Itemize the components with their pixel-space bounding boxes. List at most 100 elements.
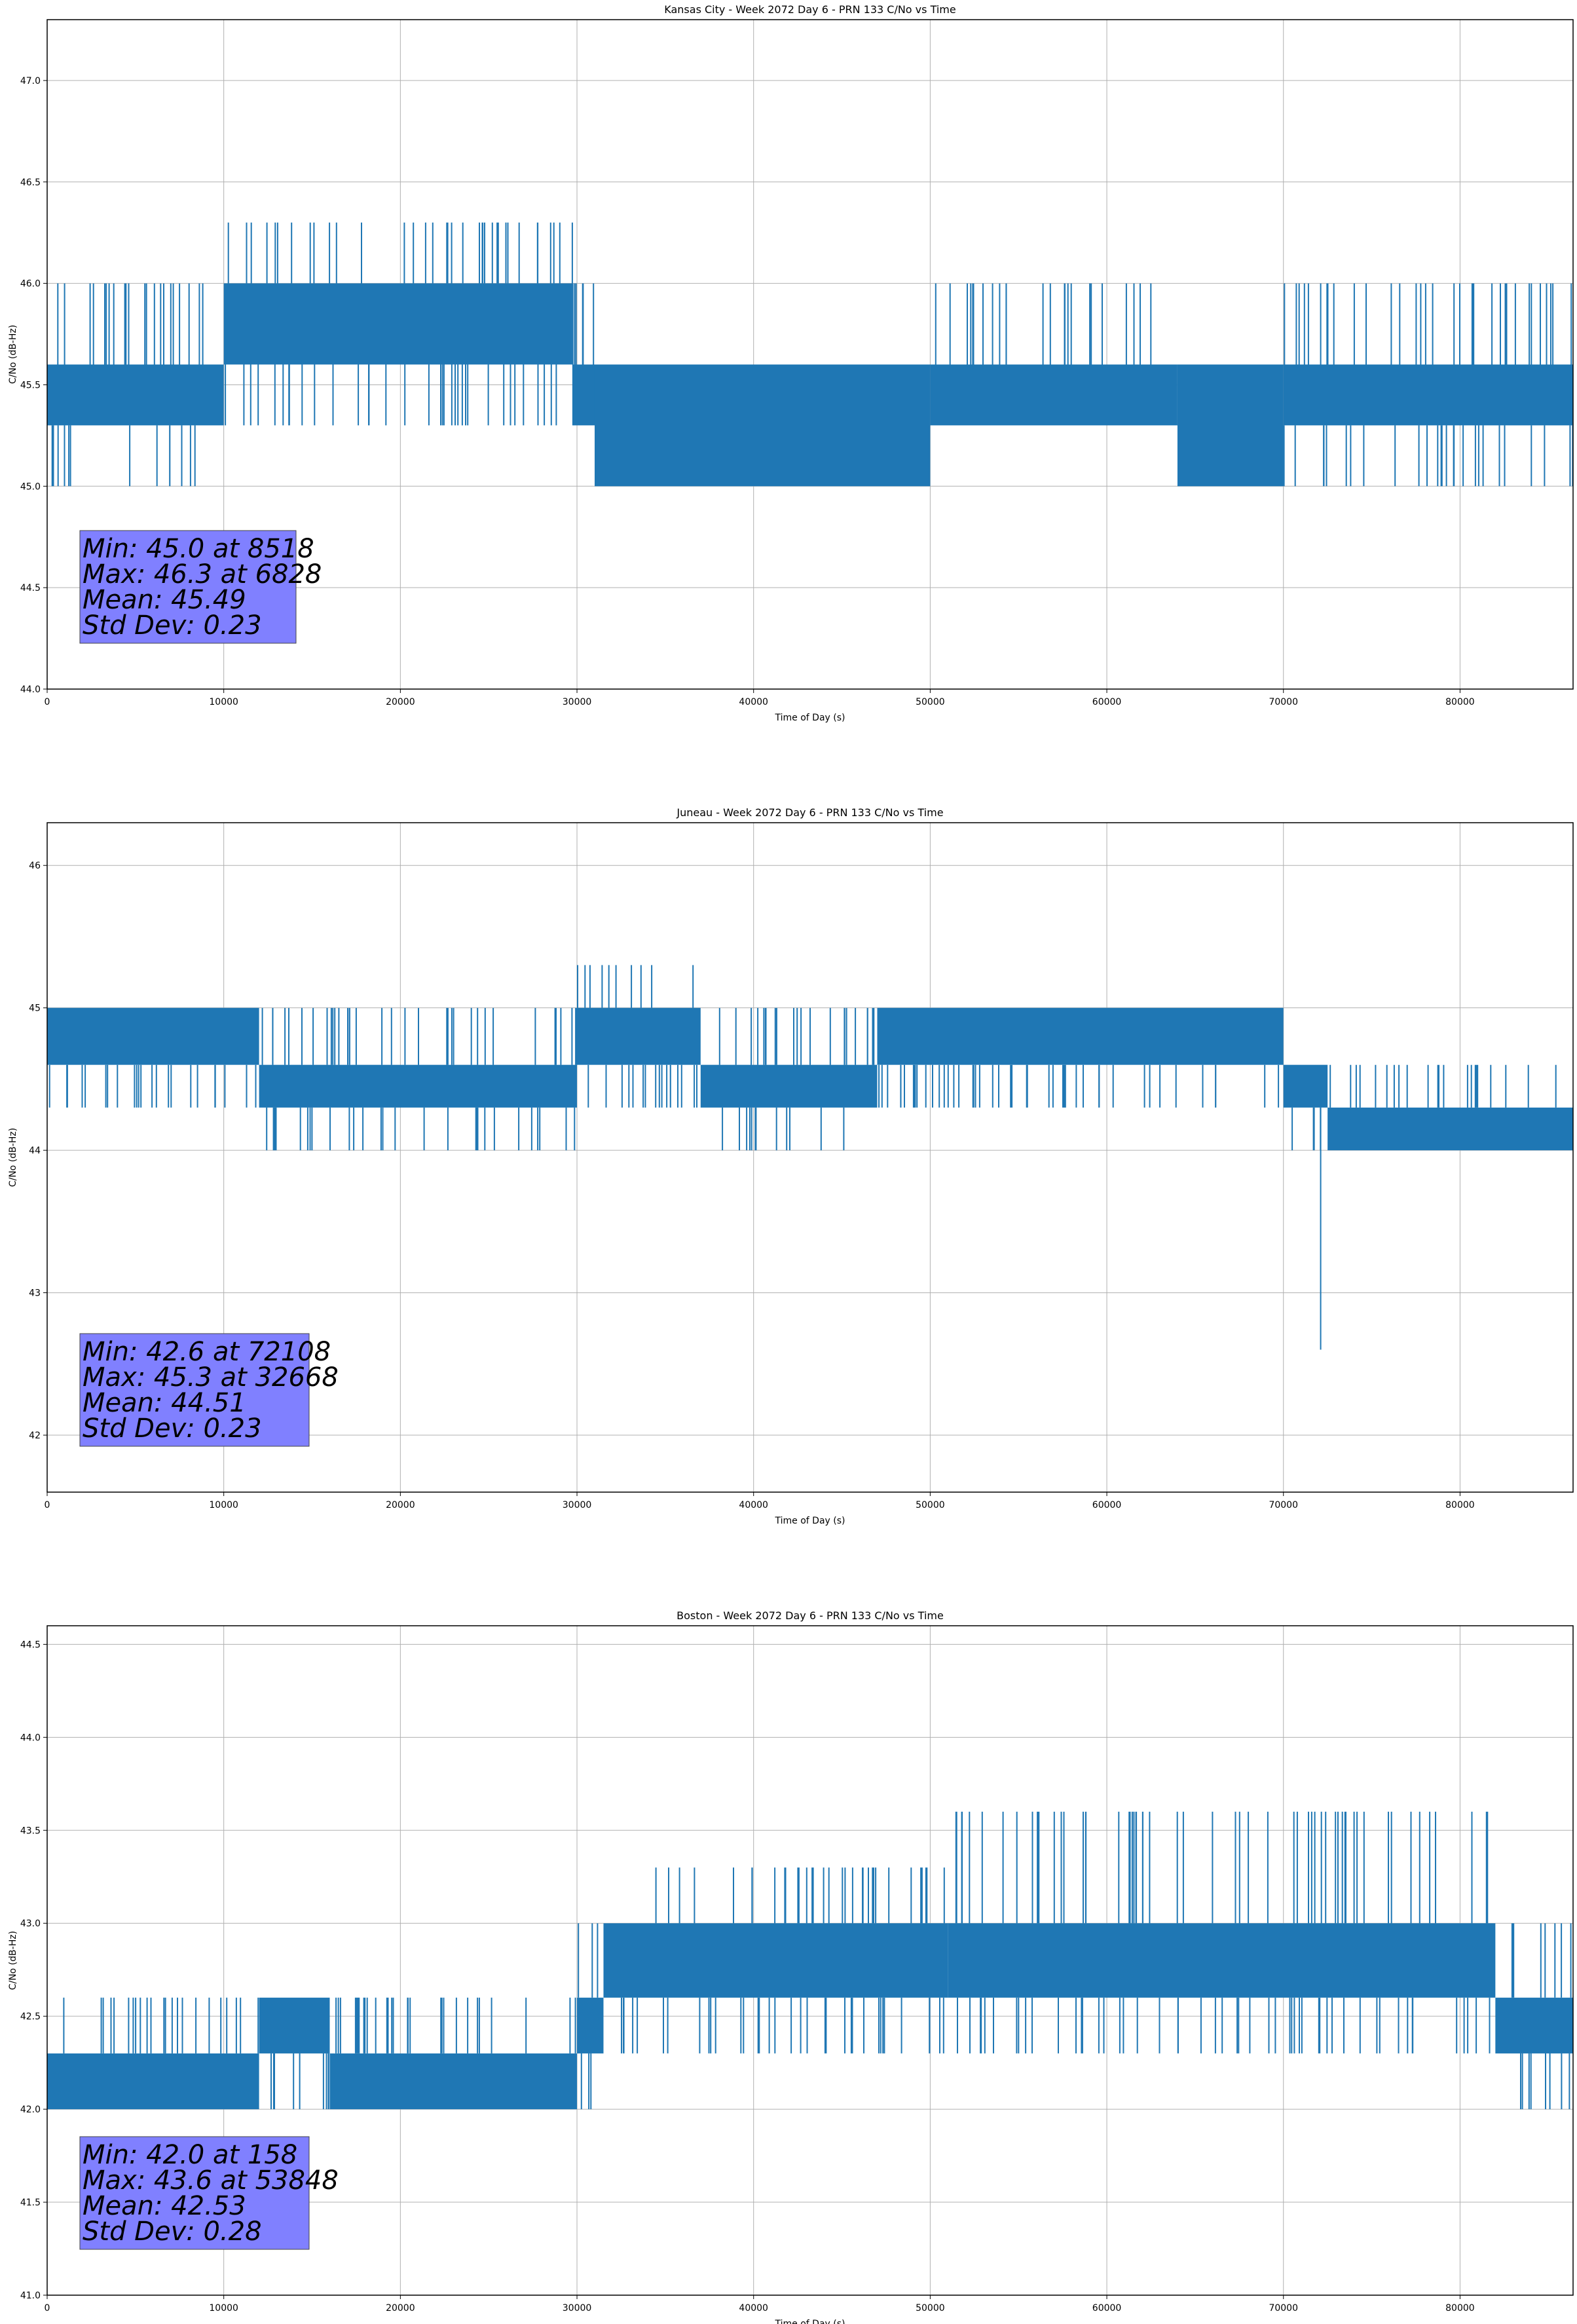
y-tick-label: 43.5	[20, 1826, 41, 1836]
x-tick-label: 50000	[916, 2303, 945, 2314]
data-band	[223, 283, 574, 365]
x-axis-label: Time of Day (s)	[775, 713, 845, 723]
stats-box: Min: 42.0 at 158 Max: 43.6 at 53848 Mean…	[79, 2136, 339, 2250]
stat-min: Min: 42.0 at 158	[83, 2140, 297, 2170]
data-excursions	[1283, 283, 1574, 487]
data-series	[47, 1811, 1573, 2110]
data-series	[47, 965, 1573, 1350]
chart-title: Juneau - Week 2072 Day 6 - PRN 133 C/No …	[676, 806, 943, 819]
x-tick-label: 80000	[1445, 697, 1475, 707]
x-tick-label: 0	[45, 697, 50, 707]
y-tick-label: 46.0	[20, 279, 41, 290]
chart-panel-juneau: 0 10000 20000 30000 40000 50000 60000 70000 8000…	[8, 806, 1574, 1526]
y-tick-label: 41.0	[20, 2291, 41, 2301]
x-tick-label: 80000	[1445, 1500, 1475, 1510]
stats-box: Min: 42.6 at 72108 Max: 45.3 at 32668 Me…	[79, 1333, 339, 1447]
data-excursions	[51, 283, 204, 487]
data-excursions	[935, 283, 1152, 365]
x-tick-label: 80000	[1445, 2303, 1475, 2314]
data-band	[47, 2053, 259, 2110]
y-tick-label: 43.0	[20, 1919, 41, 1929]
y-tick-label: 41.5	[20, 2198, 41, 2208]
y-tick-label: 42	[29, 1431, 41, 1441]
data-band	[700, 1064, 878, 1108]
y-tick-label: 42.0	[20, 2105, 41, 2115]
data-band	[603, 1923, 948, 1998]
data-band	[877, 1007, 1284, 1065]
x-tick-label: 60000	[1092, 2303, 1122, 2314]
data-excursions	[261, 1007, 578, 1151]
y-tick-label: 44.0	[20, 684, 41, 695]
data-excursions	[578, 1923, 599, 2110]
data-band	[47, 364, 224, 426]
data-excursions	[878, 1064, 1280, 1108]
data-excursions	[1329, 1064, 1557, 1108]
stat-min: Min: 45.0 at 8518	[83, 534, 314, 564]
data-excursions	[574, 283, 595, 365]
x-tick-label: 40000	[739, 2303, 768, 2314]
x-tick-label: 30000	[563, 1500, 592, 1510]
axes-frame	[46, 822, 1574, 1493]
stat-mean: Mean: 44.51	[83, 1388, 246, 1418]
stat-mean: Mean: 42.53	[83, 2191, 246, 2221]
data-band	[573, 364, 595, 426]
x-tick-label: 10000	[209, 697, 238, 707]
y-tick-label: 42.5	[20, 2012, 41, 2022]
data-band	[259, 1064, 578, 1108]
chart-panel-kansas-city: 0 10000 20000 30000 40000 50000 60000 70000 8000…	[8, 3, 1574, 723]
data-band	[577, 1007, 701, 1065]
data-band	[1283, 364, 1573, 426]
x-tick-label: 10000	[209, 1500, 238, 1510]
data-series	[47, 222, 1574, 487]
stats-box: Min: 45.0 at 8518 Max: 46.3 at 6828 Mean…	[79, 530, 322, 644]
stat-max: Max: 45.3 at 32668	[83, 1362, 339, 1393]
y-tick-label: 47.0	[20, 76, 41, 86]
data-band	[329, 2053, 578, 2110]
stats-box-background	[79, 530, 297, 644]
x-tick-label: 70000	[1269, 2303, 1298, 2314]
x-tick-label: 30000	[563, 697, 592, 707]
data-excursions	[577, 965, 697, 1108]
data-excursions	[718, 1007, 875, 1151]
data-band	[594, 364, 931, 487]
data-band	[577, 1997, 604, 2053]
x-tick-label: 0	[45, 1500, 50, 1510]
data-excursions	[48, 1064, 257, 1108]
y-axis-label: C/No (dB-Hz)	[8, 1128, 18, 1187]
y-tick-label: 44	[29, 1146, 41, 1156]
y-tick-label: 46	[29, 861, 41, 871]
x-tick-label: 70000	[1269, 1500, 1298, 1510]
axes-frame	[46, 1625, 1574, 2296]
x-tick-label: 20000	[386, 2303, 415, 2314]
data-excursions	[63, 1997, 259, 2053]
x-tick-label: 40000	[739, 1500, 768, 1510]
data-excursions	[621, 1867, 945, 2053]
y-tick-label: 45.5	[20, 380, 41, 390]
chart-title: Kansas City - Week 2072 Day 6 - PRN 133 …	[664, 3, 955, 16]
data-band	[47, 1007, 259, 1065]
x-tick-label: 20000	[386, 697, 415, 707]
x-tick-label: 0	[45, 2303, 50, 2314]
stat-max: Max: 46.3 at 6828	[83, 559, 322, 590]
y-axis-label: C/No (dB-Hz)	[8, 1931, 18, 1990]
x-axis-label: Time of Day (s)	[775, 2319, 845, 2324]
data-excursions	[955, 1811, 1491, 2053]
axes-frame	[46, 19, 1574, 690]
x-tick-label: 30000	[563, 2303, 592, 2314]
x-axis-label: Time of Day (s)	[775, 1516, 845, 1526]
data-band	[930, 364, 1178, 426]
x-tick-label: 60000	[1092, 697, 1122, 707]
y-tick-label: 45	[29, 1003, 41, 1014]
stat-std-dev: Std Dev: 0.23	[83, 1414, 262, 1444]
stats-box-background	[79, 2136, 310, 2250]
data-excursions	[270, 2053, 329, 2110]
y-tick-label: 44.0	[20, 1733, 41, 1743]
x-tick-label: 70000	[1269, 697, 1298, 707]
data-band	[1177, 364, 1284, 487]
y-axis-label: C/No (dB-Hz)	[8, 325, 18, 384]
x-tick-label: 50000	[916, 1500, 945, 1510]
data-band	[259, 1997, 330, 2053]
data-band	[948, 1923, 1496, 1998]
stats-box-background	[79, 1333, 310, 1447]
